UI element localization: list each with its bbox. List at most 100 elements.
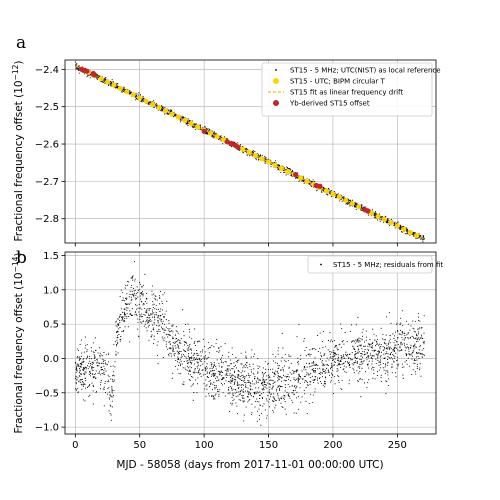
data-point-b	[209, 346, 211, 348]
data-point-b	[171, 325, 173, 327]
data-point-b	[218, 365, 220, 367]
data-point-b	[400, 322, 402, 324]
data-point-b	[180, 338, 182, 340]
data-point-b	[403, 332, 405, 334]
data-point-b	[317, 365, 319, 367]
data-point-b	[227, 392, 229, 394]
data-point-b	[389, 342, 391, 344]
data-point-b	[213, 397, 215, 399]
data-point-b	[244, 370, 246, 372]
data-point-b	[169, 328, 171, 330]
data-point-b	[293, 393, 295, 395]
data-point-b	[144, 273, 146, 275]
data-point-b	[198, 354, 200, 356]
data-point-b	[261, 382, 263, 384]
data-point-b	[122, 316, 124, 318]
data-point-b	[410, 354, 412, 356]
data-point-b	[207, 341, 209, 344]
data-point-b	[92, 342, 94, 344]
data-point-b	[119, 315, 121, 317]
data-point-b	[156, 299, 158, 301]
data-point-b	[293, 390, 295, 392]
data-point-b	[170, 330, 172, 333]
data-point-b	[139, 295, 141, 297]
data-point-b	[291, 399, 293, 401]
data-point-b	[235, 367, 237, 369]
data-point-b	[408, 353, 410, 355]
data-point-b	[202, 374, 204, 376]
data-point-b	[281, 332, 283, 334]
tick-label-y-b-5: −1.0	[35, 423, 59, 434]
data-point-a	[361, 204, 363, 206]
data-point-b	[386, 351, 388, 353]
data-point-a	[303, 182, 305, 184]
data-point-b	[395, 347, 398, 349]
data-point-b	[277, 350, 279, 352]
data-point-b	[369, 345, 371, 347]
data-point-b	[411, 353, 413, 355]
data-point-b	[311, 368, 313, 370]
data-point-b	[163, 329, 165, 332]
data-point-b	[215, 373, 217, 375]
data-point-b	[396, 324, 398, 326]
data-point-b	[113, 379, 115, 381]
data-point-b	[230, 377, 232, 379]
data-point-b	[260, 424, 262, 426]
data-point-b	[104, 359, 106, 362]
data-point-b	[308, 354, 310, 356]
data-point-b	[353, 346, 355, 348]
data-point-b	[391, 363, 393, 365]
data-point-b	[152, 293, 155, 295]
data-point-b	[254, 391, 256, 393]
data-point-b	[281, 406, 283, 408]
data-point-b	[84, 374, 86, 376]
data-point-b	[168, 322, 170, 324]
data-point-b	[183, 350, 185, 352]
data-point-b	[297, 361, 300, 363]
data-point-b	[135, 294, 137, 296]
data-point-b	[179, 341, 181, 343]
data-point-b	[151, 290, 153, 292]
data-point-a	[259, 155, 261, 157]
data-point-a	[287, 167, 289, 169]
data-point-b	[75, 383, 77, 385]
panel-b-letter: b	[16, 248, 27, 268]
data-point-b	[213, 364, 215, 366]
data-point-b	[231, 404, 233, 406]
data-point-b	[196, 361, 198, 363]
data-point-b	[233, 366, 235, 368]
data-point-b	[265, 368, 267, 370]
data-point-b	[253, 378, 255, 380]
data-point-b	[269, 379, 271, 381]
data-point-b	[233, 383, 236, 385]
data-point-b	[310, 381, 312, 383]
data-point-b	[282, 374, 285, 376]
data-point-a	[135, 97, 138, 99]
data-point-a	[377, 219, 379, 221]
data-point-b	[419, 363, 421, 365]
yb-point-6	[224, 139, 230, 145]
data-point-b	[405, 360, 407, 362]
data-point-b	[154, 299, 156, 301]
data-point-b	[378, 352, 380, 354]
data-point-b	[413, 328, 415, 330]
data-point-a	[325, 193, 328, 195]
data-point-b	[296, 391, 298, 393]
data-point-b	[371, 358, 373, 360]
data-point-b	[243, 380, 245, 382]
data-point-a	[290, 171, 292, 173]
data-point-b	[107, 374, 109, 376]
data-point-b	[401, 331, 403, 333]
data-point-b	[80, 366, 82, 368]
data-point-b	[250, 395, 252, 397]
data-point-b	[332, 356, 334, 358]
data-point-b	[212, 375, 214, 377]
data-point-b	[111, 389, 113, 391]
data-point-b	[352, 340, 354, 342]
data-point-b	[231, 377, 233, 379]
data-point-b	[223, 377, 225, 379]
legend-a-red-marker	[273, 100, 279, 106]
data-point-a	[298, 180, 300, 182]
data-point-b	[359, 344, 361, 346]
data-point-b	[345, 351, 347, 353]
